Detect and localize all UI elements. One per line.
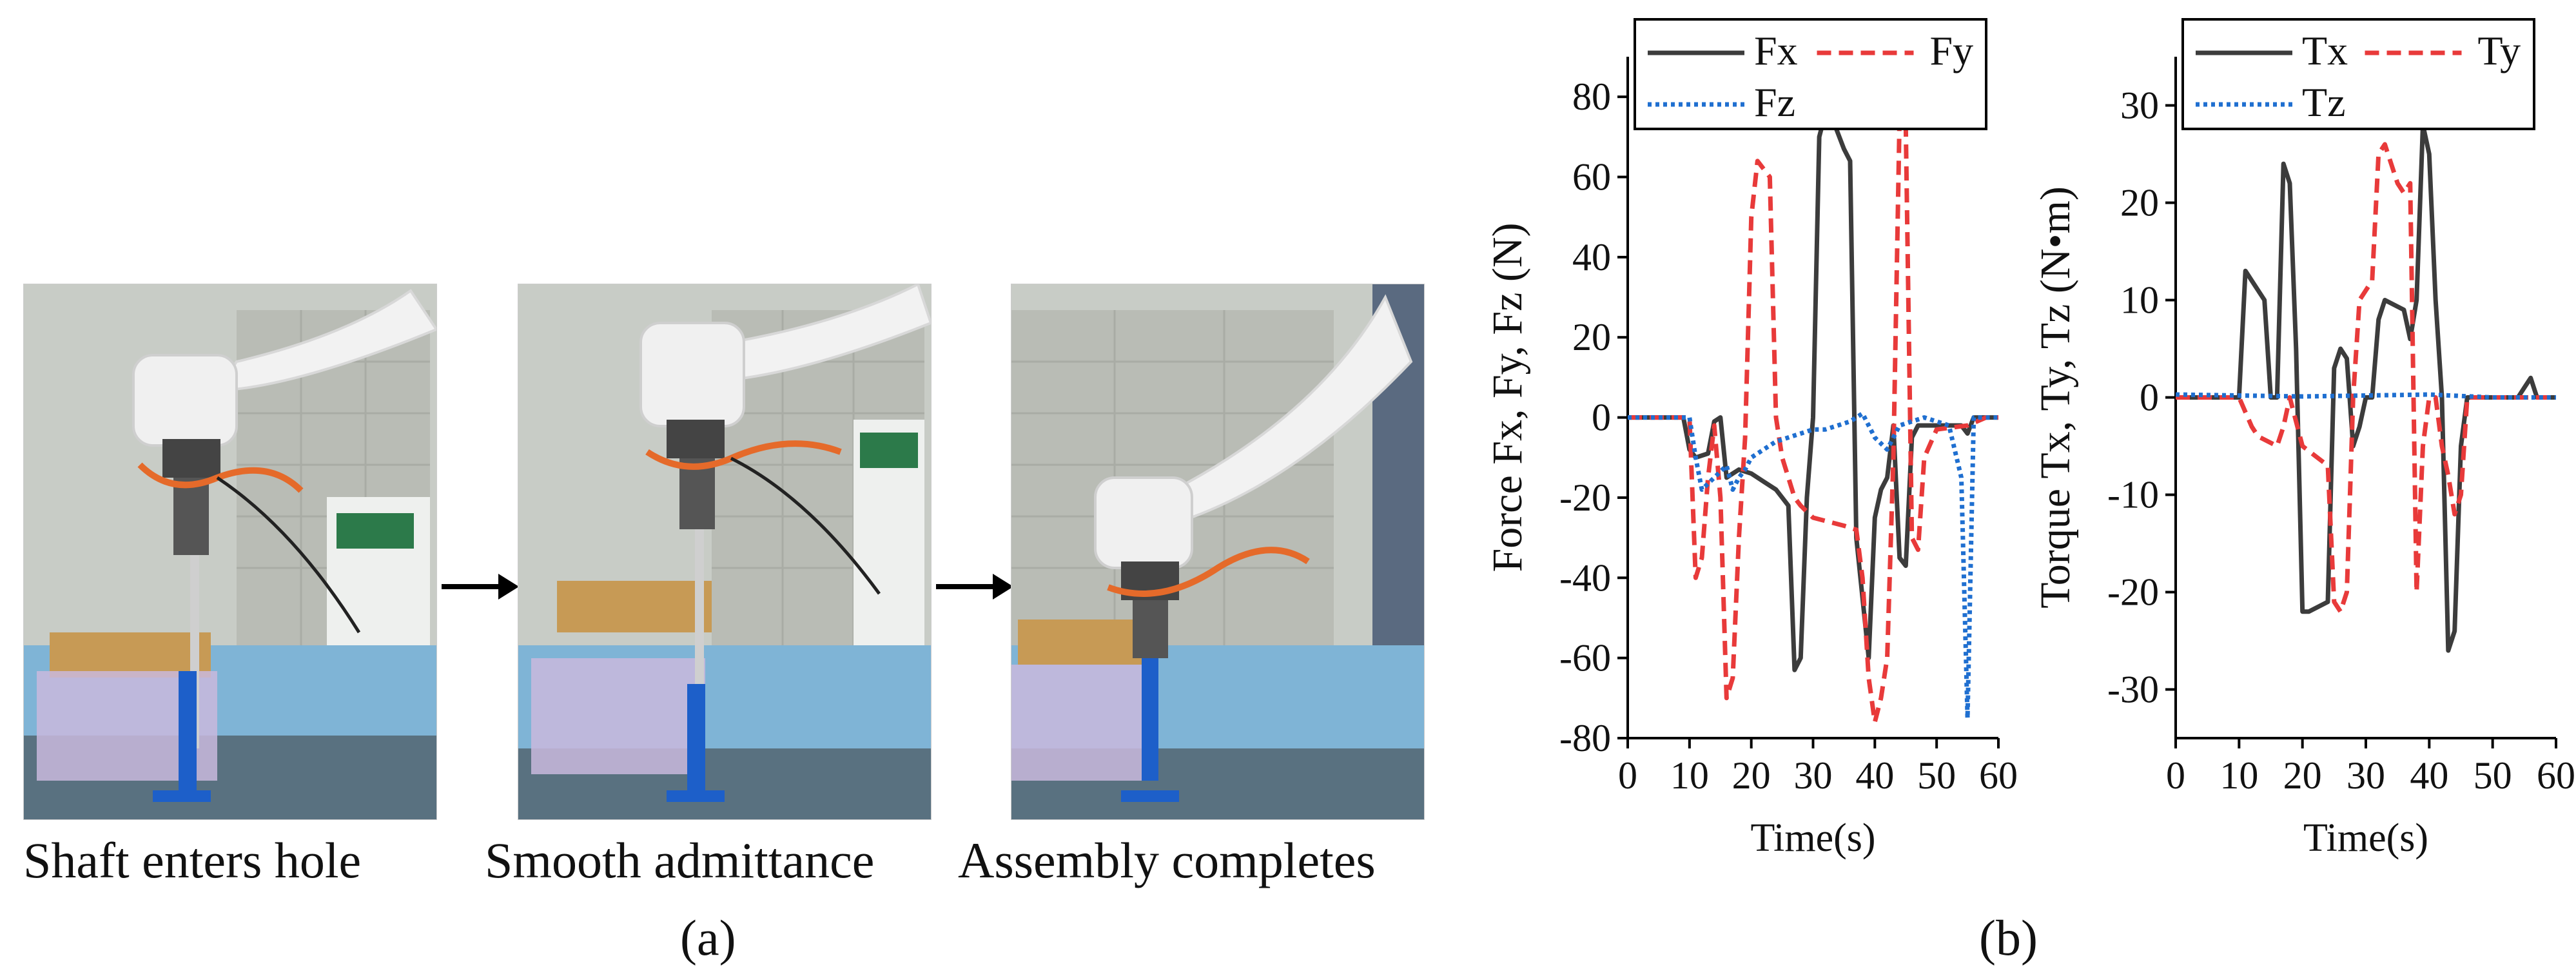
y-tick-label: 0 [1592,396,1611,439]
photo-assembly-completes [1011,284,1425,820]
x-tick-label: 20 [1732,754,1771,797]
y-tick-label: -10 [2107,474,2159,516]
y-tick-label: 20 [2120,182,2159,224]
chart-force: 0 10 20 30 40 50 60 -80 -60 -40 -20 0 20 40 60 80 Time(s… [1463,0,2024,903]
arrow-icon [442,574,519,600]
x-axis-label: Time(s) [1750,816,1875,860]
y-tick-label: 0 [2140,376,2159,419]
series-line-ty [2176,142,2556,614]
y-tick-label: 60 [1572,156,1611,199]
legend-box [2181,18,2535,130]
x-tick-label: 60 [1979,754,2018,797]
x-tick-label: 40 [1855,754,1894,797]
series-line-tx [2176,122,2556,653]
series-line-fx [1628,110,1998,672]
caption-step-3: Assembly completes [958,832,1376,888]
panel-label-a: (a) [680,910,736,966]
y-tick-label: -20 [2107,571,2159,614]
photo-smooth-admittance [518,284,932,820]
caption-step-2: Smooth admittance [485,832,875,888]
y-tick-label: -20 [1559,476,1611,519]
y-tick-label: -60 [1559,637,1611,679]
legend-label-tz: Tz [2302,79,2346,125]
y-tick-label: 20 [1572,316,1611,358]
series-line-tz [2176,392,2556,400]
y-axis-label: Torque Tx, Ty, Tz (N•m) [2032,186,2079,609]
x-tick-label: 0 [1618,754,1637,797]
arrow-icon [936,574,1013,600]
panel-label-b: (b) [1979,910,2038,966]
caption-step-1: Shaft enters hole [23,832,362,888]
x-axis-label: Time(s) [2303,816,2428,860]
y-axis-label: Force Fx, Fy, Fz (N) [1484,222,1531,572]
series-line-fy [1628,114,1998,725]
legend-label-fx: Fx [1754,28,1798,73]
y-tick-label: 80 [1572,75,1611,118]
x-tick-label: 60 [2537,754,2575,797]
series-line-fz [1628,411,1998,721]
x-tick-label: 30 [2347,754,2385,797]
legend-label-fz: Fz [1754,79,1795,125]
x-tick-label: 10 [2220,754,2258,797]
legend-label-fy: Fy [1930,28,1974,73]
legend-label-ty: Ty [2478,28,2521,73]
y-tick-label: 40 [1572,236,1611,278]
legend-label-tx: Tx [2302,28,2348,73]
y-tick-label: -80 [1559,717,1611,759]
legend-box [1634,18,1987,130]
y-tick-label: 30 [2120,84,2159,127]
photo-shaft-enters-hole [23,284,437,820]
x-tick-label: 50 [1917,754,1956,797]
x-tick-label: 20 [2283,754,2322,797]
x-tick-label: 10 [1670,754,1709,797]
y-tick-label: -30 [2107,669,2159,711]
y-tick-label: -40 [1559,556,1611,599]
chart-torque: 0 10 20 30 40 50 60 -30 -20 -10 0 10 20 30 Time(s) Torq… [2018,0,2576,903]
y-tick-label: 10 [2120,279,2159,322]
x-tick-label: 50 [2474,754,2512,797]
x-tick-label: 0 [2166,754,2185,797]
x-tick-label: 40 [2410,754,2448,797]
x-tick-label: 30 [1794,754,1833,797]
